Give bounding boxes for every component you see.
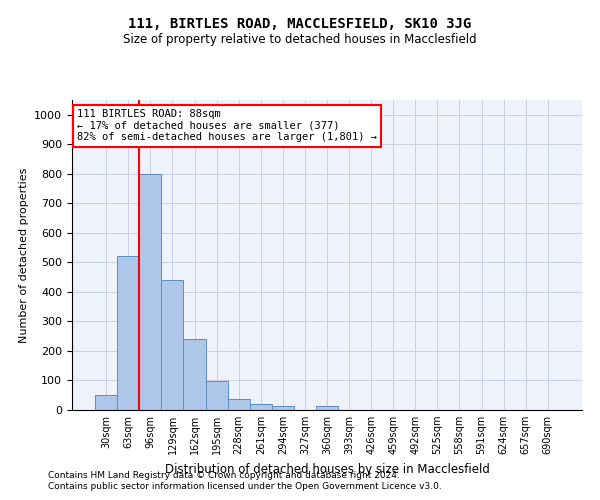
Bar: [117, 256, 139, 410]
Y-axis label: Number of detached properties: Number of detached properties: [19, 168, 29, 342]
Text: 111, BIRTLES ROAD, MACCLESFIELD, SK10 3JG: 111, BIRTLES ROAD, MACCLESFIELD, SK10 3J…: [128, 18, 472, 32]
Bar: [250, 404, 272, 410]
Text: Contains HM Land Registry data © Crown copyright and database right 2024.: Contains HM Land Registry data © Crown c…: [48, 470, 400, 480]
Text: Contains public sector information licensed under the Open Government Licence v3: Contains public sector information licen…: [48, 482, 442, 491]
Text: 111 BIRTLES ROAD: 88sqm
← 17% of detached houses are smaller (377)
82% of semi-d: 111 BIRTLES ROAD: 88sqm ← 17% of detache…: [77, 110, 377, 142]
Bar: [184, 339, 206, 410]
Bar: [95, 395, 117, 410]
Bar: [272, 406, 294, 410]
Bar: [227, 399, 250, 410]
X-axis label: Distribution of detached houses by size in Macclesfield: Distribution of detached houses by size …: [164, 462, 490, 475]
Bar: [316, 406, 338, 410]
Text: Size of property relative to detached houses in Macclesfield: Size of property relative to detached ho…: [123, 32, 477, 46]
Bar: [161, 280, 184, 410]
Bar: [139, 174, 161, 410]
Bar: [206, 382, 227, 410]
